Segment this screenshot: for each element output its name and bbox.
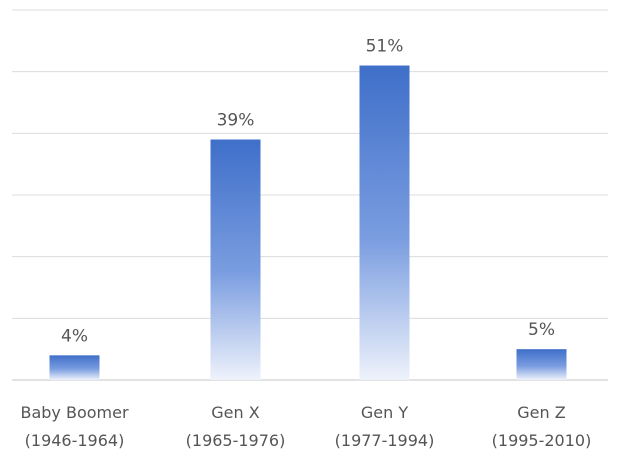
bar — [210, 139, 261, 380]
data-label: 51% — [366, 37, 404, 57]
category-labels: Baby Boomer (1946-1964) Gen X (1965-1976) Ge… — [20, 403, 591, 450]
gridlines — [12, 9, 608, 381]
x-tick-label: (1977-1994) — [335, 431, 435, 450]
x-tick-label: Gen X — [211, 403, 259, 422]
x-tick-label: Gen Z — [517, 403, 565, 422]
bar — [359, 65, 410, 380]
x-tick-label: (1946-1964) — [25, 431, 125, 450]
value-labels: 4% 39% 51% 5% — [61, 37, 555, 347]
data-label: 4% — [61, 326, 88, 346]
bar — [516, 349, 567, 380]
x-tick-label: Baby Boomer — [20, 403, 128, 422]
bars — [49, 65, 567, 380]
bar — [49, 355, 100, 380]
x-tick-label: (1995-2010) — [492, 431, 592, 450]
data-label: 5% — [528, 320, 555, 340]
x-tick-label: (1965-1976) — [186, 431, 286, 450]
data-label: 39% — [217, 111, 255, 131]
x-tick-label: Gen Y — [361, 403, 408, 422]
